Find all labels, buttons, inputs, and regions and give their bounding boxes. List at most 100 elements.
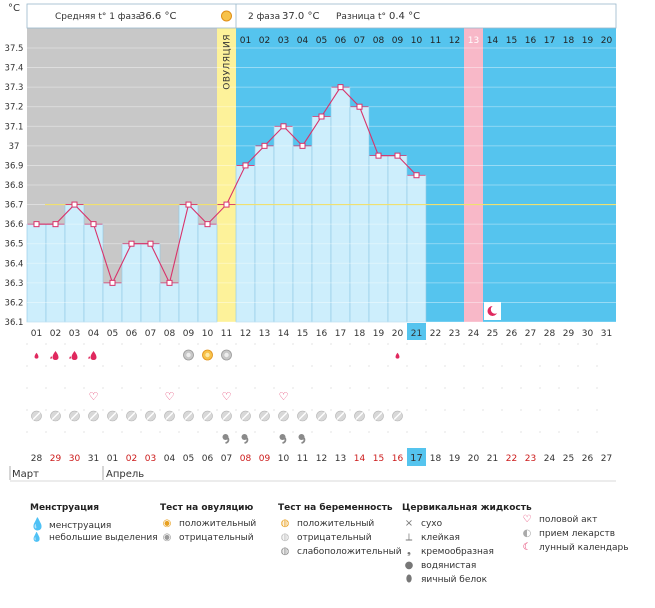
grid-dot — [425, 409, 427, 411]
cycle-day-label: 05 — [107, 329, 118, 339]
drop-icon — [50, 356, 52, 359]
legend-title: Тест на овуляцию — [160, 503, 254, 513]
grid-dot — [425, 387, 427, 389]
grid-dot — [539, 343, 541, 345]
creamy-icon — [225, 437, 230, 444]
grid-dot — [121, 431, 123, 433]
grid-dot — [26, 365, 28, 367]
grid-dot — [368, 365, 370, 367]
calendar-date: 24 — [544, 454, 556, 464]
grid-dot — [197, 409, 199, 411]
calendar-date: 23 — [525, 454, 536, 464]
cycle-day-label: 31 — [601, 329, 612, 339]
calendar-date: 20 — [468, 454, 480, 464]
pill-icon — [317, 412, 326, 420]
legend-item: положительный — [297, 519, 375, 529]
grid-dot — [197, 365, 199, 367]
grid-dot — [330, 409, 332, 411]
grid-dot — [102, 409, 104, 411]
cycle-day-label: 24 — [468, 329, 480, 339]
top-day-label: 10 — [411, 36, 423, 46]
calendar-date: 06 — [202, 454, 214, 464]
y-tick-label: 37.2 — [5, 103, 24, 113]
top-day-label: 12 — [449, 36, 460, 46]
grid-dot — [140, 365, 142, 367]
top-day-label: 16 — [525, 36, 537, 46]
grid-dot — [558, 343, 560, 345]
grid-dot — [292, 387, 294, 389]
top-day-label: 15 — [506, 36, 517, 46]
grid-dot — [558, 431, 560, 433]
grid-dot — [292, 343, 294, 345]
creamy-icon — [222, 434, 229, 440]
current-day-highlight — [407, 323, 426, 340]
grid-dot — [501, 365, 503, 367]
grid-dot — [26, 431, 28, 433]
sun-negative-icon: ◉ — [162, 532, 172, 543]
pill-icon — [222, 412, 231, 420]
calendar-date: 14 — [354, 454, 366, 464]
grid-dot — [349, 387, 351, 389]
grid-dot — [216, 387, 218, 389]
cycle-day-label: 25 — [487, 329, 498, 339]
pill-icon — [393, 412, 402, 420]
legend-item: отрицательный — [297, 533, 372, 543]
calendar-date: 21 — [487, 454, 498, 464]
top-day-label: 13 — [468, 36, 479, 46]
top-day-label: 11 — [430, 36, 441, 46]
grid-dot — [102, 365, 104, 367]
cycle-day-label: 08 — [164, 329, 176, 339]
calendar-date: 11 — [297, 454, 308, 464]
sun-positive-icon: ◉ — [162, 518, 172, 529]
grid-dot — [349, 365, 351, 367]
grid-dot — [292, 431, 294, 433]
grid-dot — [178, 365, 180, 367]
grid-dot — [83, 409, 85, 411]
cycle-day-label: 29 — [563, 329, 575, 339]
grid-dot — [121, 343, 123, 345]
legend-ovulation-test: Тест на овуляцию ◉ положительный ◉ отрицат… — [160, 503, 256, 545]
grid-dot — [444, 387, 446, 389]
moon-icon: ☾ — [522, 542, 532, 553]
calendar-date: 01 — [107, 454, 118, 464]
top-day-label: 09 — [392, 36, 404, 46]
temp-bar — [197, 223, 218, 323]
top-day-label: 02 — [259, 36, 270, 46]
grid-dot — [387, 431, 389, 433]
creamy-icon — [301, 437, 306, 444]
highlight-column — [464, 28, 483, 322]
y-tick-label: 36.6 — [5, 220, 24, 230]
legend-item: слабоположительный — [297, 547, 402, 557]
grid-dot — [463, 409, 465, 411]
temp-point — [413, 172, 420, 179]
drop-icon — [52, 351, 59, 360]
ovulation-label: ОВУЛЯЦИЯ — [223, 34, 233, 90]
temp-point — [375, 152, 382, 159]
calendar-date: 29 — [50, 454, 62, 464]
pill-icon — [127, 412, 136, 420]
grid-dot — [273, 387, 275, 389]
temp-point — [261, 142, 268, 149]
grid-dot — [501, 409, 503, 411]
test-weak-icon: ◍ — [280, 546, 290, 557]
drop-icon — [90, 351, 97, 360]
grid-dot — [311, 387, 313, 389]
watery-icon: ● — [404, 560, 414, 571]
grid-dot — [235, 365, 237, 367]
cycle-day-label: 11 — [221, 329, 232, 339]
grid-dot — [539, 431, 541, 433]
grid-dot — [520, 365, 522, 367]
grid-dot — [254, 409, 256, 411]
grid-dot — [425, 343, 427, 345]
grid-dot — [387, 387, 389, 389]
legend-cervical: Цервикальная жидкость × сухо ⟂ клейкая ❟ кр… — [402, 503, 532, 587]
creamy-icon — [241, 434, 248, 440]
grid-dot — [577, 409, 579, 411]
legend-item: менструация — [49, 521, 112, 531]
grid-dot — [121, 387, 123, 389]
calendar-date: 04 — [164, 454, 176, 464]
grid-dot — [254, 343, 256, 345]
cycle-day-label: 03 — [69, 329, 80, 339]
phase1-avg-label: Средняя t° 1 фаза — [55, 12, 141, 22]
summary-bar — [26, 3, 617, 29]
